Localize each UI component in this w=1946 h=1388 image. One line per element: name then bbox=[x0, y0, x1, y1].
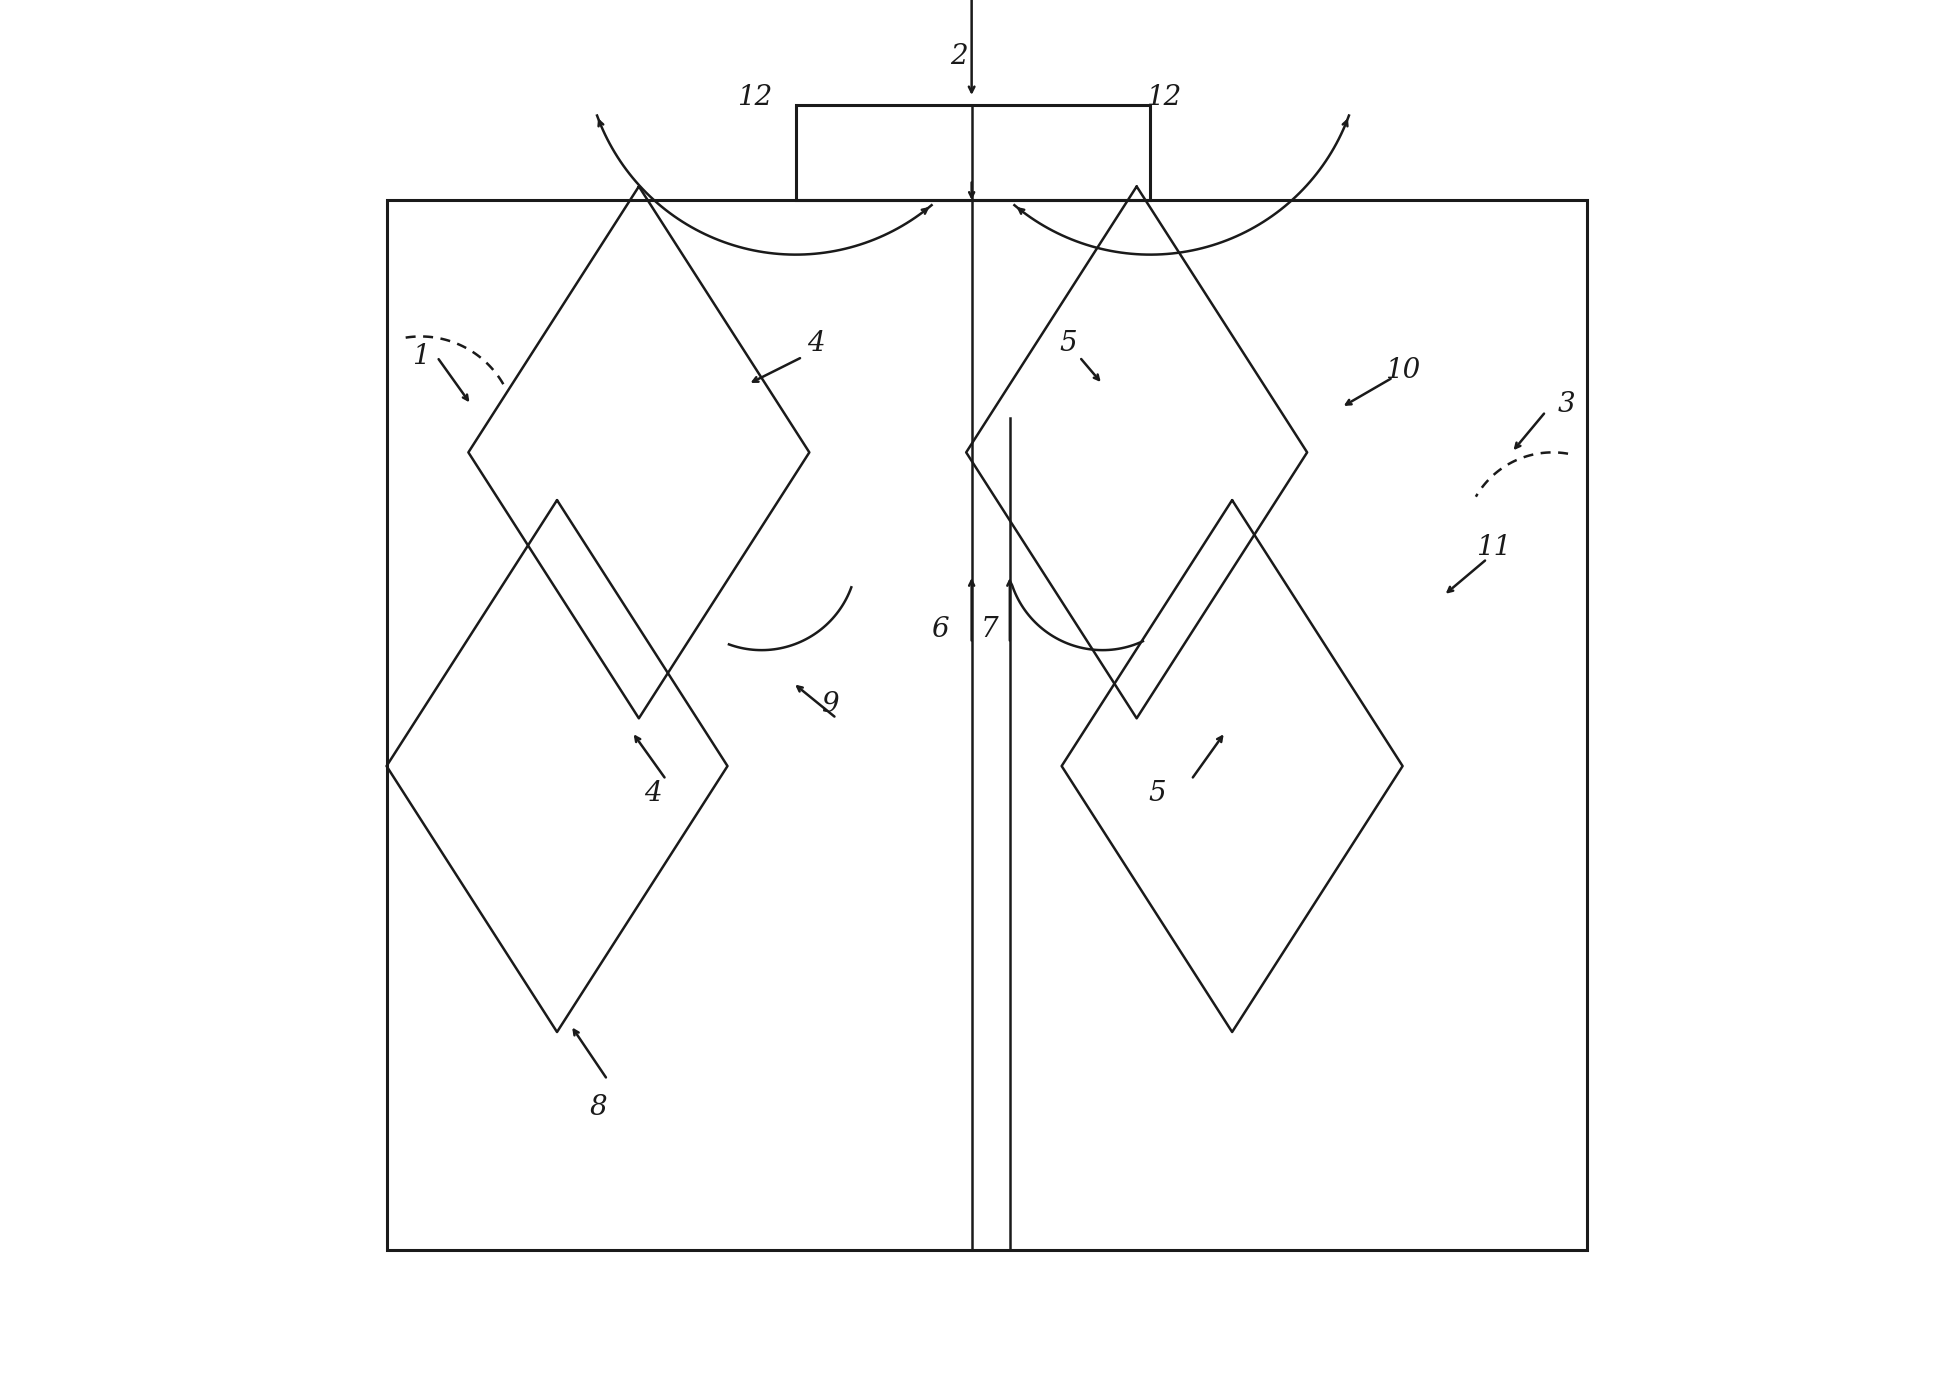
Text: 5: 5 bbox=[1148, 780, 1166, 806]
Text: 12: 12 bbox=[1146, 85, 1181, 111]
Text: 4: 4 bbox=[808, 330, 825, 357]
Text: 12: 12 bbox=[738, 85, 773, 111]
Text: 10: 10 bbox=[1386, 357, 1421, 384]
Text: 7: 7 bbox=[981, 616, 998, 643]
Text: 11: 11 bbox=[1477, 534, 1512, 561]
Text: 2: 2 bbox=[950, 43, 969, 71]
Bar bbox=[796, 104, 1150, 200]
Text: 1: 1 bbox=[413, 343, 430, 371]
Text: 8: 8 bbox=[590, 1094, 607, 1120]
Text: 5: 5 bbox=[1061, 330, 1078, 357]
Text: 9: 9 bbox=[821, 691, 839, 718]
Text: 4: 4 bbox=[644, 780, 662, 806]
Text: 6: 6 bbox=[932, 616, 950, 643]
Text: 3: 3 bbox=[1557, 391, 1574, 418]
Bar bbox=[387, 200, 1586, 1251]
